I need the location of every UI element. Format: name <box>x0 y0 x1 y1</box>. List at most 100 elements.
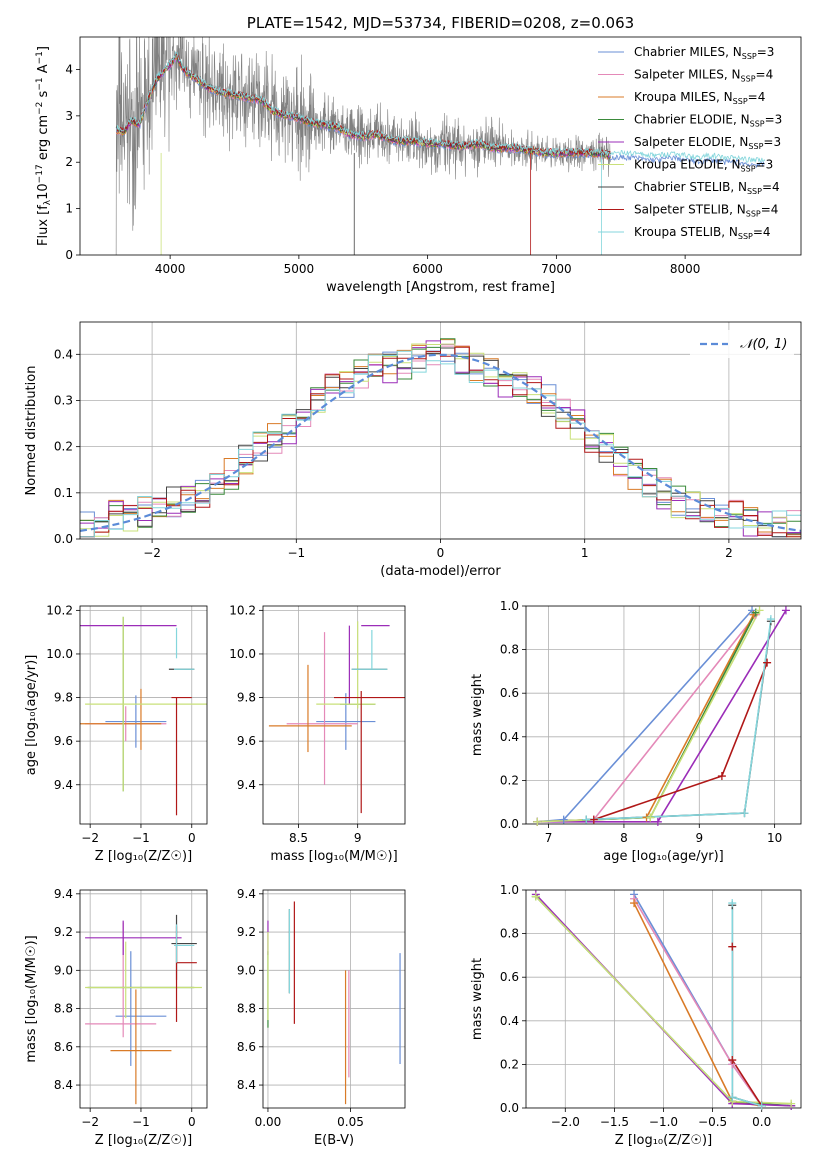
y-tick-label: 8.4 <box>237 1078 256 1092</box>
x-tick-label: 0.00 <box>255 1115 282 1129</box>
x-tick-label: −1 <box>132 831 150 845</box>
y-tick-label: 9.4 <box>54 887 73 901</box>
legend-sub: SSP <box>741 75 756 84</box>
y-axis-label-part: erg cm <box>36 115 51 164</box>
x-tick-label: 6000 <box>412 262 443 276</box>
y-tick-label: 0.2 <box>54 440 73 454</box>
mass-weight-marker <box>728 899 737 908</box>
y-axis-label-part: −1 <box>35 51 45 64</box>
y-tick-label: 0.1 <box>54 486 73 500</box>
legend-suffix: =3 <box>763 135 781 149</box>
mass-weight-line <box>537 610 761 823</box>
x-tick-label: 10 <box>767 831 782 845</box>
legend-entry: Kroupa ELODIE, NSSP=3 <box>634 158 773 174</box>
residuals-frame <box>79 321 802 540</box>
mass-weight-line <box>537 609 753 823</box>
y-tick-label: 0.2 <box>500 1057 519 1071</box>
y-tick-label: 9.0 <box>237 963 256 977</box>
x-tick-label: 8000 <box>670 262 701 276</box>
x-tick-label: 8 <box>620 831 628 845</box>
y-axis-label: mass weight <box>470 674 485 756</box>
y-tick-label: 9.8 <box>54 691 73 705</box>
mass-weight-marker <box>646 813 655 822</box>
mass-weight-marker <box>728 1056 737 1065</box>
mass-weight-marker <box>787 1099 796 1108</box>
y-tick-label: 3 <box>65 109 73 123</box>
x-axis-label: (data-model)/error <box>380 564 501 579</box>
mass-weight-marker <box>728 942 737 951</box>
y-axis-label: Flux [fλ10−17 erg cm−2 s−1 A−1] <box>35 46 53 246</box>
x-tick-label: 2 <box>725 546 733 560</box>
x-tick-label: 0 <box>188 1115 196 1129</box>
y-tick-label: 2 <box>65 155 73 169</box>
residuals-plot-area <box>80 322 801 539</box>
legend-sub: SSP <box>746 210 761 219</box>
x-axis-label: E(B-V) <box>314 1133 354 1148</box>
x-tick-label: 7 <box>545 831 553 845</box>
age-vs-Z-frame <box>79 605 208 825</box>
age-vs-mass-frame <box>262 605 406 825</box>
legend-entry: Kroupa MILES, NSSP=4 <box>634 90 765 106</box>
legend-sub: SSP <box>741 165 756 174</box>
model-spectrum-line <box>115 52 611 156</box>
mass-weight-marker <box>755 606 764 615</box>
legend-suffix: =4 <box>762 180 780 194</box>
y-tick-label: 0.6 <box>500 686 519 700</box>
mass-weight-marker <box>717 772 726 781</box>
y-axis-label-part: −2 <box>35 102 45 115</box>
mass-weight-marker <box>630 899 639 908</box>
legend-name: Chabrier STELIB, N <box>634 180 747 194</box>
y-tick-label: 10.0 <box>46 647 73 661</box>
y-tick-label: 0.8 <box>500 643 519 657</box>
mass-weight-marker <box>559 815 568 824</box>
mass-weight-marker <box>763 658 772 667</box>
y-tick-label: 9.0 <box>54 963 73 977</box>
x-tick-label: −1 <box>287 546 305 560</box>
legend-entry: Salpeter STELIB, NSSP=4 <box>634 203 778 219</box>
model-spectrum-line <box>115 50 766 164</box>
observed-spectrum <box>115 37 611 255</box>
mass-vs-EBV-frame <box>262 889 406 1109</box>
legend-suffix: =4 <box>753 225 771 239</box>
legend-name: Chabrier MILES, N <box>634 45 742 59</box>
x-axis-label: Z [log₁₀(Z/Z☉)] <box>95 1133 192 1148</box>
y-tick-label: 9.4 <box>237 887 256 901</box>
mass-weight-line <box>593 662 768 821</box>
y-axis-label-part: λ <box>43 199 53 205</box>
legend-entry: Chabrier STELIB, NSSP=4 <box>634 180 780 196</box>
x-tick-label: 9 <box>354 831 362 845</box>
legend-entry: Salpeter ELODIE, NSSP=3 <box>634 135 781 151</box>
x-tick-label: 8.5 <box>289 831 308 845</box>
legend-name: Salpeter ELODIE, N <box>634 135 748 149</box>
legend-entry: Kroupa STELIB, NSSP=4 <box>634 225 771 241</box>
y-tick-label: 0.4 <box>500 1014 519 1028</box>
y-tick-label: 9.4 <box>237 778 256 792</box>
mass-vs-Z-plot-area <box>80 890 207 1108</box>
x-tick-label: 4000 <box>155 262 186 276</box>
weight-vs-Z-plot-area <box>526 890 801 1108</box>
x-tick-label: 9 <box>695 831 703 845</box>
y-tick-label: 8.4 <box>54 1078 73 1092</box>
legend-suffix: =3 <box>756 158 774 172</box>
x-tick-label: −2 <box>81 1115 99 1129</box>
mass-weight-line <box>731 905 762 1107</box>
mass-weight-marker <box>766 615 775 624</box>
y-tick-label: 9.2 <box>237 925 256 939</box>
x-tick-label: 7000 <box>541 262 572 276</box>
legend-entry: Salpeter MILES, NSSP=4 <box>634 68 773 84</box>
y-tick-label: 4 <box>65 62 73 76</box>
x-tick-label: −1.0 <box>649 1115 678 1129</box>
y-tick-label: 0.4 <box>500 730 519 744</box>
legend-entry: Chabrier MILES, NSSP=3 <box>634 45 774 61</box>
y-tick-label: 8.8 <box>237 1002 256 1016</box>
weight-vs-Z-frame <box>525 889 802 1109</box>
y-tick-label: 1.0 <box>500 883 519 897</box>
spectrum-plot-area <box>115 37 766 255</box>
x-tick-label: −1.5 <box>600 1115 629 1129</box>
y-axis-label-part: s <box>36 90 51 101</box>
mass-weight-marker <box>531 892 540 901</box>
y-axis-label: mass [log₁₀(M/M☉)] <box>24 935 39 1062</box>
chart-title: PLATE=1542, MJD=53734, FIBERID=0208, z=0… <box>247 14 634 32</box>
weight-vs-age-frame <box>525 605 802 825</box>
y-tick-label: 8.6 <box>54 1040 73 1054</box>
